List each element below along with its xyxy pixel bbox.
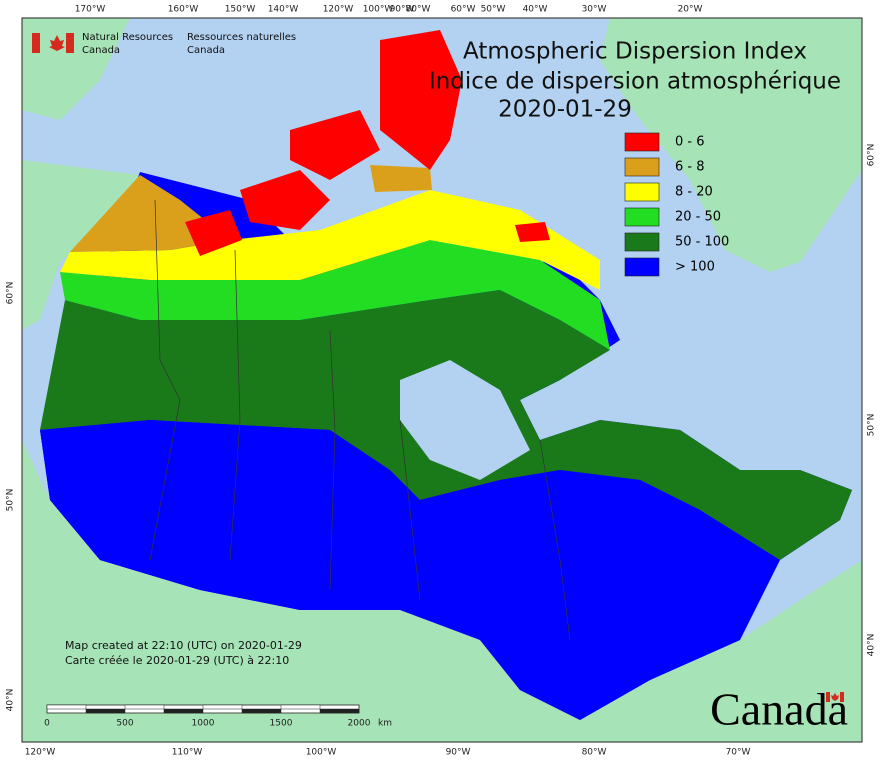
bottom-axis-label: 80°W [582,748,607,758]
legend-swatch [624,207,660,227]
zone-area [185,210,242,256]
agency-fr: Ressources naturelles [187,32,296,43]
province-borders [149,199,571,641]
top-axis-label: 30°W [582,5,607,15]
top-axis-label: 50°W [481,5,506,15]
zone-area [240,170,330,230]
top-axis-label: 120°W [323,5,354,15]
top-axis-label: 150°W [225,5,256,15]
top-axis-label: 60°W [451,5,476,15]
legend-swatch [624,232,660,252]
scale-bar-label: 500 [116,719,133,729]
top-axis-label: 40°W [523,5,548,15]
legend-label: > 100 [675,260,715,275]
top-axis-label: 170°W [75,5,106,15]
scale-bar-label: 1500 [270,719,293,729]
usa [22,440,862,742]
top-axis-label: 20°W [678,5,703,15]
scale-bar-segment [319,708,360,714]
flag-bar [840,692,844,702]
agency-fr: Canada [187,45,225,56]
greenland [600,18,862,272]
scale-bar-label: 0 [44,719,50,729]
bottom-axis-label: 70°W [726,748,751,758]
bottom-axis-label: 120°W [25,748,56,758]
zone-area [400,470,760,720]
bottom-axis-label: 100°W [306,748,337,758]
canada-wordmark: Canada [710,684,848,735]
agency-en: Canada [82,45,120,56]
scale-bar-segment [241,708,282,714]
maple-leaf [49,35,65,51]
zone-area [60,190,600,290]
legend-label: 50 - 100 [675,235,729,250]
left-axis-label: 60°N [6,282,16,305]
zone-area [40,420,380,610]
footer-note: Map created at 22:10 (UTC) on 2020-01-29 [65,639,302,652]
scale-bar-unit: km [378,719,392,729]
map-frame [21,17,863,743]
bottom-axis-label: 110°W [172,748,203,758]
left-axis-label: 50°N [6,489,16,512]
map-title: Atmospheric Dispersion Index [463,39,807,65]
top-axis-label: 90°W [390,5,415,15]
legend-swatch [624,132,660,152]
zone-area [370,165,432,192]
frame-border [21,17,863,743]
legend-label: 8 - 20 [675,185,713,200]
scale-bar-segment [202,704,243,710]
top-axis-label: 80°W [406,5,431,15]
scale-bar-segment [46,704,87,710]
scale-bar-segment [163,708,204,714]
scale-bar-segment [85,708,126,714]
scale-bar-label: 2000 [348,719,371,729]
legend-swatch [624,257,660,277]
legend-swatch [624,182,660,202]
maple-leaf [831,693,839,701]
map-title: 2020-01-29 [498,97,632,123]
scale-bar-label: 1000 [192,719,215,729]
legend-label: 20 - 50 [675,210,721,225]
hudson-bay [400,360,530,480]
right-axis-label: 50°N [867,414,877,437]
flag-bar [32,33,40,53]
top-axis-label: 160°W [168,5,199,15]
russia [22,18,130,120]
left-axis-label: 40°N [6,689,16,712]
legend-swatch [624,157,660,177]
flag-bar [66,33,74,53]
flag-bar [826,692,830,702]
bottom-axis-label: 90°W [446,748,471,758]
right-axis-label: 60°N [867,144,877,167]
zone-area [380,30,462,170]
map-title: Indice de dispersion atmosphérique [429,69,841,95]
footer-note: Carte créée le 2020-01-29 (UTC) à 22:10 [65,654,289,667]
nrcan-signature [32,33,74,53]
zone-area [290,110,380,180]
top-axis-label: 140°W [268,5,299,15]
scale-bar-segment [124,704,165,710]
top-axis-label: 100°W [363,5,394,15]
canada-wordmark-flag [826,692,844,702]
scale-bar-segment [280,704,321,710]
legend-label: 0 - 6 [675,135,705,150]
zone-area [515,222,550,242]
zone-area [60,240,610,350]
right-axis-label: 40°N [867,634,877,657]
legend-label: 6 - 8 [675,160,705,175]
agency-en: Natural Resources [82,32,173,43]
